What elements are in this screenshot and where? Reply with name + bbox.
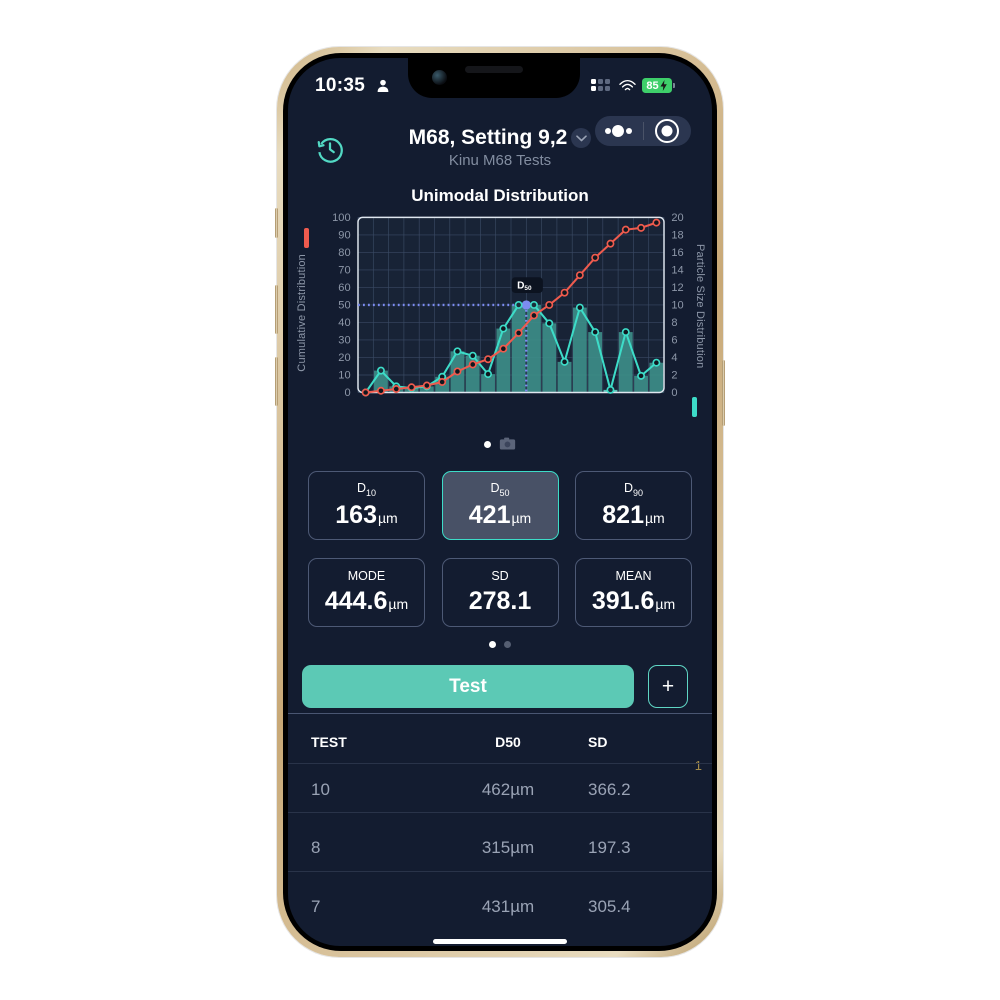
- svg-text:80: 80: [338, 247, 350, 259]
- svg-text:8: 8: [671, 317, 677, 329]
- svg-text:16: 16: [671, 247, 683, 259]
- svg-text:20: 20: [338, 352, 350, 364]
- svg-text:40: 40: [338, 317, 350, 329]
- svg-text:6: 6: [671, 335, 677, 347]
- svg-text:100: 100: [332, 212, 350, 224]
- svg-text:20: 20: [671, 212, 683, 224]
- svg-text:70: 70: [338, 265, 350, 277]
- svg-text:14: 14: [671, 265, 683, 277]
- svg-text:18: 18: [671, 230, 683, 242]
- svg-text:2: 2: [671, 370, 677, 382]
- svg-text:4: 4: [671, 352, 677, 364]
- svg-text:10: 10: [338, 370, 350, 382]
- svg-text:50: 50: [338, 300, 350, 312]
- svg-text:30: 30: [338, 335, 350, 347]
- svg-text:0: 0: [344, 387, 350, 399]
- svg-text:0: 0: [671, 387, 677, 399]
- svg-text:60: 60: [338, 282, 350, 294]
- svg-text:90: 90: [338, 230, 350, 242]
- svg-text:12: 12: [671, 282, 683, 294]
- svg-text:10: 10: [671, 300, 683, 312]
